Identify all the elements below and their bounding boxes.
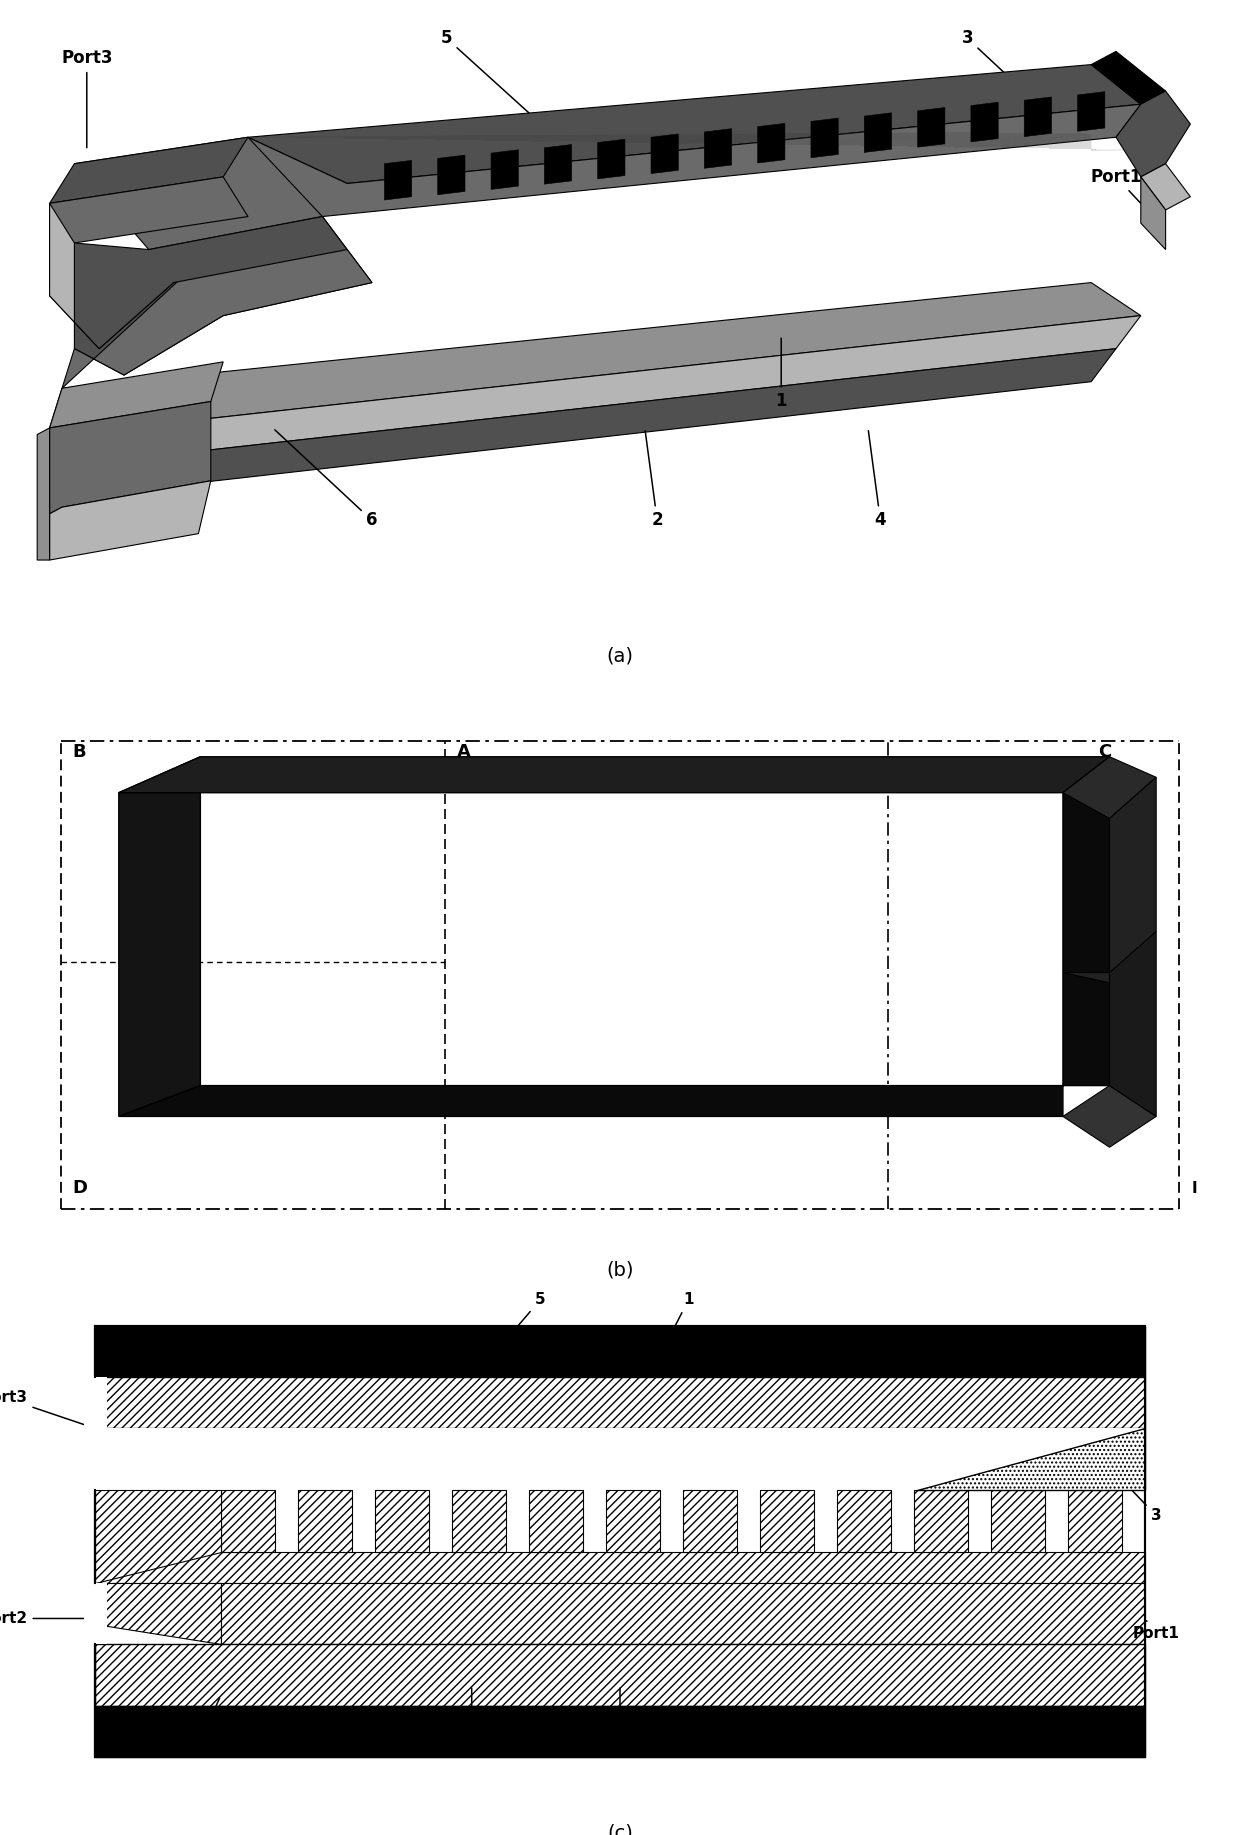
Bar <box>683 1490 737 1552</box>
Polygon shape <box>223 105 1141 217</box>
Polygon shape <box>758 123 785 163</box>
Text: 3: 3 <box>961 29 1014 83</box>
Text: D: D <box>72 1180 87 1198</box>
Polygon shape <box>119 756 1110 793</box>
Polygon shape <box>1141 176 1166 250</box>
Polygon shape <box>1078 92 1105 132</box>
Bar <box>95 1325 1145 1758</box>
Polygon shape <box>50 481 211 560</box>
Bar <box>95 1707 1145 1758</box>
Text: Port2: Port2 <box>0 1611 93 1626</box>
Bar <box>84 1376 107 1490</box>
Text: Port2: Port2 <box>61 398 113 477</box>
Bar <box>1068 1490 1122 1552</box>
Text: 6: 6 <box>192 1697 219 1754</box>
Bar <box>914 1490 967 1552</box>
Polygon shape <box>651 134 678 174</box>
Polygon shape <box>1063 756 1156 818</box>
Text: (c): (c) <box>608 1824 632 1835</box>
Polygon shape <box>1063 1086 1156 1147</box>
Text: (a): (a) <box>606 646 634 666</box>
Polygon shape <box>1063 778 1156 984</box>
Polygon shape <box>1110 932 1156 1116</box>
Polygon shape <box>50 204 74 323</box>
Bar <box>991 1490 1044 1552</box>
Polygon shape <box>95 1490 221 1582</box>
Text: 4: 4 <box>466 1688 477 1754</box>
Polygon shape <box>1024 97 1052 136</box>
Text: 2: 2 <box>615 1688 625 1754</box>
Polygon shape <box>916 1428 1145 1490</box>
Text: Port1: Port1 <box>1132 1620 1179 1640</box>
Bar <box>95 1428 1145 1490</box>
Text: I: I <box>1192 1182 1197 1196</box>
Polygon shape <box>50 349 1116 494</box>
Polygon shape <box>74 217 347 349</box>
Polygon shape <box>384 160 412 200</box>
Polygon shape <box>50 361 223 428</box>
Text: B: B <box>72 743 86 762</box>
Text: 5: 5 <box>440 29 568 149</box>
Bar <box>95 1325 1145 1376</box>
Polygon shape <box>864 112 892 152</box>
Text: 5: 5 <box>485 1292 546 1365</box>
Polygon shape <box>598 139 625 178</box>
Bar <box>760 1490 813 1552</box>
Polygon shape <box>74 138 322 250</box>
Polygon shape <box>918 108 945 147</box>
Bar <box>605 1490 660 1552</box>
Bar <box>298 1490 352 1552</box>
Bar <box>95 1325 1145 1758</box>
Bar <box>95 1552 1145 1582</box>
Polygon shape <box>1091 51 1166 105</box>
Bar <box>84 1582 107 1644</box>
Bar <box>223 923 277 952</box>
Text: 1: 1 <box>656 1292 693 1363</box>
Text: (b): (b) <box>606 1261 634 1279</box>
Bar <box>221 1490 274 1552</box>
Bar <box>451 1490 506 1552</box>
Polygon shape <box>1116 92 1190 176</box>
Polygon shape <box>971 103 998 141</box>
Polygon shape <box>50 138 248 204</box>
Polygon shape <box>704 128 732 169</box>
Polygon shape <box>95 1582 221 1644</box>
Text: 4: 4 <box>868 431 887 530</box>
Text: 3: 3 <box>1123 1481 1162 1523</box>
Text: 2: 2 <box>645 431 663 530</box>
Polygon shape <box>37 428 50 560</box>
Bar <box>95 1376 1145 1428</box>
Bar <box>528 1490 583 1552</box>
Text: A: A <box>456 743 471 762</box>
Polygon shape <box>811 117 838 158</box>
Text: Port3: Port3 <box>61 50 113 147</box>
Polygon shape <box>50 402 211 514</box>
Polygon shape <box>491 150 518 189</box>
Bar <box>221 1582 1145 1644</box>
Bar <box>374 1490 429 1552</box>
Polygon shape <box>50 176 248 323</box>
Bar <box>837 1490 890 1552</box>
Text: 1: 1 <box>775 338 787 411</box>
Polygon shape <box>438 156 465 195</box>
Polygon shape <box>62 217 372 389</box>
Polygon shape <box>544 145 572 184</box>
Text: 6: 6 <box>275 429 378 530</box>
Text: Port3: Port3 <box>0 1391 93 1428</box>
Text: C: C <box>1097 743 1111 762</box>
Polygon shape <box>119 756 1110 1116</box>
Text: Port1: Port1 <box>1090 167 1151 215</box>
Polygon shape <box>50 316 1141 461</box>
Polygon shape <box>62 283 1141 428</box>
Polygon shape <box>74 250 372 374</box>
Polygon shape <box>248 64 1141 184</box>
Polygon shape <box>1141 163 1190 209</box>
Bar <box>95 1644 1145 1707</box>
Polygon shape <box>119 756 201 1116</box>
